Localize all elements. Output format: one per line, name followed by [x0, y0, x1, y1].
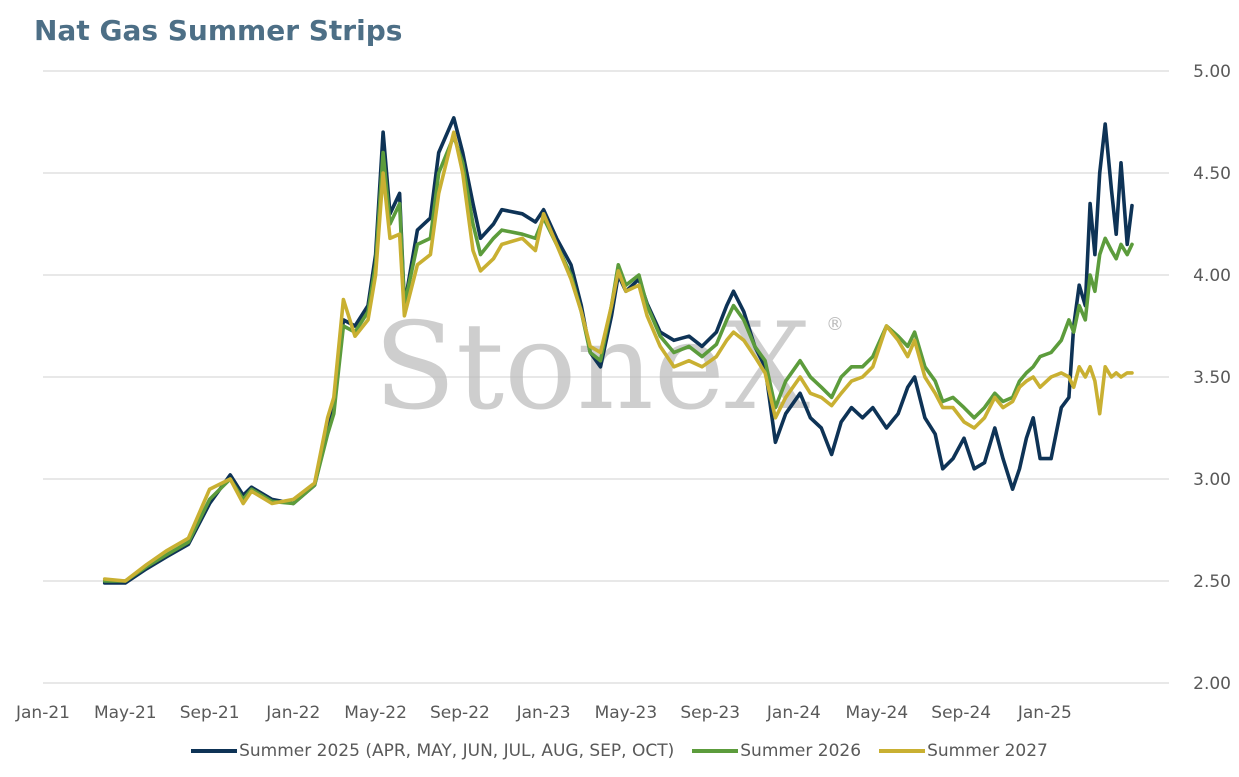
- watermark-logo: StoneX: [374, 298, 810, 437]
- legend-item: Summer 2027: [879, 741, 1048, 761]
- legend-item: Summer 2026: [692, 741, 861, 761]
- y-axis-ticks: 5.00 4.50 4.00 3.50 3.00 2.50 2.00: [1193, 62, 1231, 694]
- x-tick-label: Sep-21: [180, 703, 240, 723]
- y-tick-label: 3.50: [1193, 368, 1231, 388]
- y-tick-label: 5.00: [1193, 62, 1231, 82]
- x-tick-label: Jan-21: [15, 703, 70, 723]
- x-tick-label: Jan-23: [516, 703, 571, 723]
- chart-canvas: StoneX ® 5.00 4.50 4.00 3.50 3.00 2.50 2.00 Ja…: [15, 62, 1231, 723]
- grid-lines: [43, 70, 1169, 684]
- y-tick-label: 4.00: [1193, 266, 1231, 286]
- x-tick-label: May-22: [344, 703, 407, 723]
- x-axis-ticks: Jan-21 May-21 Sep-21 Jan-22 May-22 Sep-22 Jan-…: [15, 703, 1072, 723]
- chart-title: Nat Gas Summer Strips: [34, 14, 403, 47]
- legend-label: Summer 2027: [927, 741, 1048, 761]
- legend-label: Summer 2026: [740, 741, 862, 761]
- series-lines: [102, 116, 1134, 585]
- watermark-group: StoneX ®: [374, 298, 844, 437]
- x-tick-label: Sep-24: [931, 703, 991, 723]
- y-tick-label: 3.00: [1193, 470, 1231, 490]
- legend-item: Summer 2025 (APR, MAY, JUN, JUL, AUG, SE…: [191, 741, 674, 761]
- y-tick-label: 2.00: [1193, 674, 1231, 694]
- series-line-3: [102, 130, 1134, 583]
- legend-swatch: [692, 749, 739, 753]
- legend-swatch: [191, 749, 238, 753]
- x-tick-label: Sep-22: [430, 703, 490, 723]
- watermark-registered-mark: ®: [826, 314, 844, 335]
- x-tick-label: May-24: [846, 703, 909, 723]
- legend: Summer 2025 (APR, MAY, JUN, JUL, AUG, SE…: [0, 741, 1239, 761]
- y-tick-label: 4.50: [1193, 164, 1231, 184]
- y-tick-label: 2.50: [1193, 572, 1231, 592]
- x-tick-label: May-21: [94, 703, 157, 723]
- x-tick-label: Jan-24: [766, 703, 821, 723]
- x-tick-label: Jan-25: [1017, 703, 1072, 723]
- legend-swatch: [879, 749, 926, 753]
- x-tick-label: Sep-23: [680, 703, 740, 723]
- x-tick-label: Jan-22: [265, 703, 320, 723]
- legend-label: Summer 2025 (APR, MAY, JUN, JUL, AUG, SE…: [239, 741, 675, 761]
- x-tick-label: May-23: [595, 703, 658, 723]
